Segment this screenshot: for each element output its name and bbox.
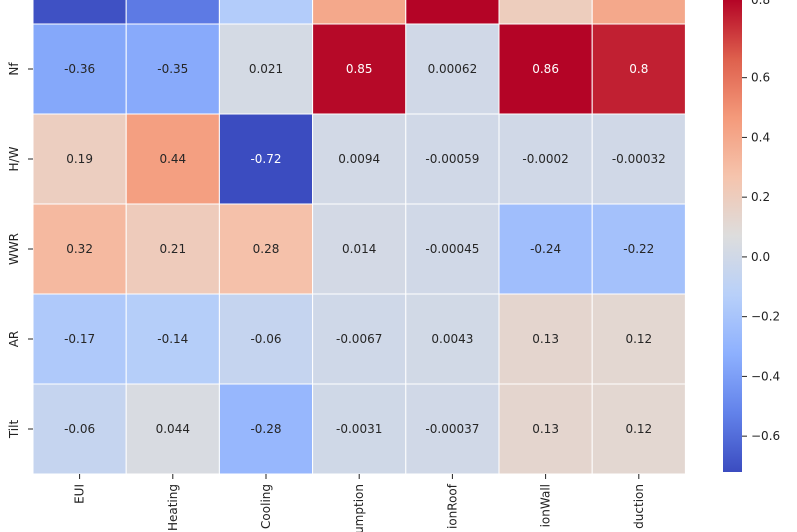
cell-label-r1-c0: -0.36: [64, 62, 95, 76]
colorbar-gradient: [723, 0, 742, 472]
heatmap-cell-r5-c0: [32, 383, 127, 475]
heatmap-cell-r3-c6: [591, 203, 686, 295]
colorbar-top-label: 0.8: [751, 0, 770, 7]
col-label-3: umption: [352, 484, 366, 532]
heatmap-cell-r4-c5: [498, 293, 593, 385]
heatmap-cell-r5-c2: [218, 383, 314, 475]
cell-label-r4-c2: -0.06: [250, 332, 281, 346]
cell-label-r2-c2: -0.72: [250, 152, 281, 166]
colorbar-tick-label-4: −0.2: [751, 310, 780, 324]
heatmap-cell-r0-c0: [32, 0, 127, 25]
heatmap-cell-r3-c1: [125, 203, 220, 295]
heatmap-cell-r0-c5: [498, 0, 593, 25]
cell-label-r2-c6: -0.00032: [612, 152, 666, 166]
cell-label-r1-c2: 0.021: [249, 62, 283, 76]
cell-label-r4-c5: 0.13: [532, 332, 559, 346]
cell-label-r5-c0: -0.06: [64, 422, 95, 436]
row-label-3: WWR: [7, 233, 21, 265]
colorbar: 0.6 0.4 0.2 0.0 −0.2 −0.4 −0.6 0.8: [723, 0, 780, 472]
cell-label-r3-c1: 0.21: [159, 242, 186, 256]
heatmap-cell-r0-c6: [591, 0, 686, 25]
heatmap-cell-r3-c3: [312, 203, 407, 295]
heatmap-cell-r3-c2: [218, 203, 314, 295]
cell-label-r2-c3: 0.0094: [338, 152, 380, 166]
row-labels: Nf H/W WWR AR Tilt: [7, 62, 33, 440]
row-label-5: Tilt: [7, 420, 21, 440]
heatmap-cell-r2-c6: [591, 113, 686, 205]
heatmap-cell-r1-c4: [405, 23, 500, 115]
heatmap-cell-r4-c0: [32, 293, 127, 385]
heatmap-cell-r4-c6: [591, 293, 686, 385]
col-label-4: ionRoof: [445, 483, 459, 529]
col-label-1: Heating: [166, 484, 180, 531]
cell-label-r3-c2: 0.28: [253, 242, 280, 256]
heatmap-cell-r4-c3: [312, 293, 407, 385]
cell-label-r1-c4: 0.00062: [428, 62, 478, 76]
cell-label-r1-c3: 0.85: [346, 62, 373, 76]
cell-label-r2-c5: -0.0002: [522, 152, 568, 166]
heatmap-cells: -0.36 -0.35 0.021 0.85 0.00062 0.86 0.8 0.19 0.4…: [32, 0, 686, 475]
cell-label-r3-c3: 0.014: [342, 242, 376, 256]
heatmap-cell-r1-c5: [498, 23, 593, 115]
cell-label-r4-c0: -0.17: [64, 332, 95, 346]
cell-label-r1-c5: 0.86: [532, 62, 559, 76]
cell-label-r3-c5: -0.24: [530, 242, 561, 256]
col-label-0: EUI: [73, 484, 87, 504]
cell-label-r4-c4: 0.0043: [431, 332, 473, 346]
heatmap-cell-r1-c0: [32, 23, 127, 115]
cell-label-r4-c6: 0.12: [625, 332, 652, 346]
heatmap-cell-r2-c4: [405, 113, 500, 205]
heatmap-cell-r4-c1: [125, 293, 220, 385]
colorbar-tick-label-5: −0.4: [751, 369, 780, 383]
cell-label-r1-c1: -0.35: [157, 62, 188, 76]
cell-label-r5-c4: -0.00037: [425, 422, 479, 436]
heatmap-cell-r2-c2: [218, 113, 314, 205]
cell-label-r5-c5: 0.13: [532, 422, 559, 436]
cell-label-r5-c1: 0.044: [156, 422, 190, 436]
colorbar-tick-label-1: 0.4: [751, 130, 770, 144]
heatmap-cell-r1-c3: [312, 23, 407, 115]
cell-label-r2-c4: -0.00059: [425, 152, 479, 166]
heatmap-cell-r5-c6: [591, 383, 686, 475]
colorbar-tick-label-2: 0.2: [751, 190, 770, 204]
colorbar-tick-label-3: 0.0: [751, 250, 770, 264]
heatmap-cell-r0-c1: [125, 0, 220, 25]
colorbar-tick-label-0: 0.6: [751, 71, 770, 85]
heatmap-cell-r0-c2: [218, 0, 314, 25]
cell-label-r2-c1: 0.44: [159, 152, 186, 166]
heatmap-cell-r3-c5: [498, 203, 593, 295]
cell-label-r1-c6: 0.8: [629, 62, 648, 76]
column-labels: EUI Heating Cooling umption ionRoof ionWall du…: [73, 474, 646, 532]
heatmap-cell-r0-c4: [405, 0, 500, 25]
cell-label-r5-c2: -0.28: [250, 422, 281, 436]
cell-label-r3-c6: -0.22: [623, 242, 654, 256]
heatmap-cell-r0-c3: [312, 0, 407, 25]
row-label-2: H/W: [7, 146, 21, 171]
cell-label-r5-c3: -0.0031: [336, 422, 382, 436]
cell-label-r3-c4: -0.00045: [425, 242, 479, 256]
colorbar-tick-label-6: −0.6: [751, 429, 780, 443]
heatmap-cell-r1-c1: [125, 23, 220, 115]
heatmap-cell-r1-c2: [218, 23, 314, 115]
cell-label-r5-c6: 0.12: [625, 422, 652, 436]
cell-label-r4-c3: -0.0067: [336, 332, 382, 346]
heatmap-cell-r2-c5: [498, 113, 593, 205]
col-label-2: Cooling: [259, 484, 273, 529]
heatmap-cell-r3-c4: [405, 203, 500, 295]
cell-label-r2-c0: 0.19: [66, 152, 93, 166]
cell-label-r4-c1: -0.14: [157, 332, 188, 346]
row-label-4: AR: [7, 331, 21, 348]
row-label-1: Nf: [7, 62, 21, 76]
col-label-6: duction: [632, 484, 646, 529]
cell-label-r3-c0: 0.32: [66, 242, 93, 256]
col-label-5: ionWall: [539, 484, 553, 527]
heatmap-cell-r3-c0: [32, 203, 127, 295]
